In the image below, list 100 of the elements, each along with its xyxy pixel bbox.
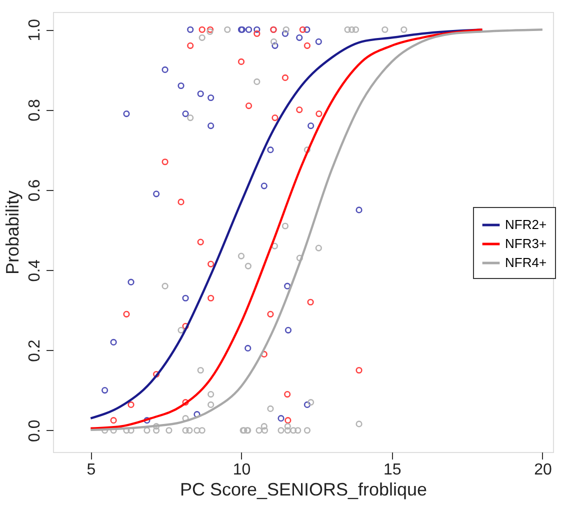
point (290, 427, 297, 434)
point (382, 26, 388, 33)
y-tick-label: 0.2 (26, 339, 44, 362)
point (316, 110, 322, 118)
point (260, 423, 268, 430)
point (208, 391, 214, 398)
point (194, 411, 200, 418)
point (208, 94, 214, 102)
point (272, 42, 278, 49)
point (123, 110, 130, 118)
point (245, 26, 252, 33)
point (260, 182, 268, 190)
point (187, 26, 194, 33)
point (261, 427, 268, 434)
point (282, 30, 289, 37)
point (238, 252, 245, 260)
point (256, 427, 262, 434)
point (198, 26, 206, 33)
point (153, 423, 160, 430)
point (400, 26, 408, 33)
point (272, 114, 278, 122)
point (198, 34, 206, 41)
point (197, 90, 204, 98)
point (244, 344, 252, 352)
point (260, 350, 268, 358)
point (344, 26, 351, 33)
point (304, 401, 311, 408)
legend-label: NFR3+ (505, 236, 547, 251)
y-tick-label: 0.0 (26, 420, 44, 442)
x-tick-label: 20 (534, 462, 552, 478)
point (299, 26, 306, 33)
point (194, 427, 200, 434)
point (356, 366, 362, 374)
point (162, 66, 168, 73)
point (304, 26, 310, 33)
point (356, 206, 362, 214)
point (197, 366, 204, 374)
point (282, 74, 289, 82)
x-tick-label: 10 (232, 462, 251, 478)
point (254, 26, 260, 33)
point (348, 26, 356, 33)
point (182, 110, 189, 118)
point (356, 420, 362, 428)
point (304, 42, 311, 49)
point (308, 399, 314, 406)
point (254, 30, 260, 37)
point (294, 427, 302, 434)
point (187, 42, 194, 49)
point (208, 260, 214, 268)
point (178, 82, 184, 90)
point (244, 262, 252, 270)
x-axis-title: PC Score_SENIORS_froblique (180, 480, 428, 500)
y-tick-label: 1.0 (26, 18, 44, 42)
point (153, 370, 160, 378)
point (315, 38, 322, 45)
point (110, 417, 117, 424)
point (198, 427, 206, 434)
point (153, 427, 160, 434)
point (296, 34, 303, 41)
y-tick-label: 0.4 (26, 259, 44, 282)
point (182, 294, 189, 302)
point (296, 106, 303, 114)
y-axis-title: Probability (2, 190, 22, 275)
point (208, 401, 214, 408)
point (182, 399, 189, 406)
point (271, 242, 278, 250)
point (182, 427, 189, 434)
point (238, 58, 245, 65)
point (352, 26, 360, 33)
point (315, 244, 322, 252)
point (267, 146, 274, 154)
point (128, 278, 134, 286)
point (182, 322, 189, 330)
point (178, 326, 184, 334)
legend-label: NFR2+ (505, 217, 547, 232)
point (208, 294, 214, 302)
point (282, 222, 289, 230)
point (284, 423, 291, 430)
point (186, 427, 193, 434)
point (282, 26, 290, 33)
point (178, 198, 184, 206)
point (197, 238, 204, 246)
point (284, 427, 291, 434)
y-tick-label: 0.8 (26, 99, 44, 122)
point (278, 415, 284, 422)
x-tick-label: 5 (86, 462, 96, 478)
point (245, 102, 252, 110)
point (284, 282, 291, 290)
point (304, 146, 311, 154)
point (144, 427, 150, 434)
point (162, 158, 168, 166)
point (278, 427, 284, 434)
point (270, 38, 278, 45)
point (284, 391, 291, 398)
point (166, 427, 172, 434)
point (267, 310, 274, 318)
point (308, 122, 314, 130)
point (307, 298, 314, 306)
point (162, 282, 168, 290)
point (224, 26, 231, 33)
